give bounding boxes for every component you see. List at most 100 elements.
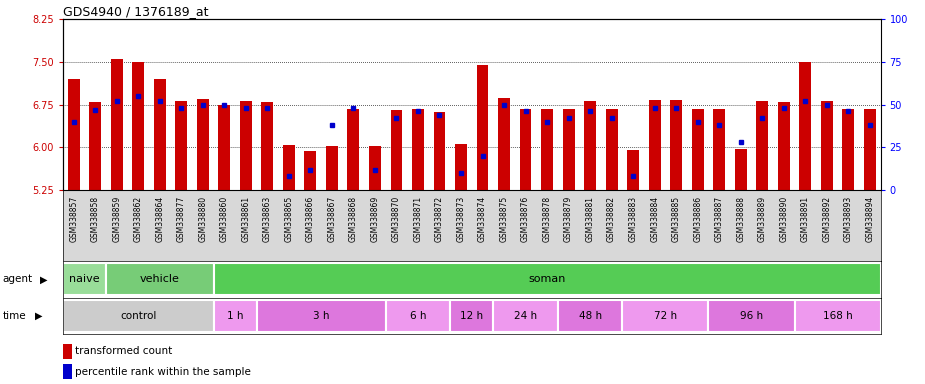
Bar	[627, 150, 639, 190]
Text: GSM338884: GSM338884	[650, 196, 660, 242]
Text: GSM338878: GSM338878	[543, 196, 551, 242]
Text: GSM338866: GSM338866	[306, 196, 314, 242]
Text: 6 h: 6 h	[410, 311, 426, 321]
Bar	[68, 79, 80, 190]
Bar	[541, 109, 553, 190]
Bar	[558, 300, 623, 332]
Text: GSM338882: GSM338882	[607, 196, 616, 242]
Text: GSM338868: GSM338868	[349, 196, 358, 242]
Text: GSM338876: GSM338876	[521, 196, 530, 242]
Bar	[154, 79, 166, 190]
Bar	[111, 59, 123, 190]
Bar	[648, 100, 660, 190]
Text: GSM338885: GSM338885	[672, 196, 681, 242]
Bar	[476, 65, 488, 190]
Text: GSM338859: GSM338859	[112, 196, 121, 242]
Bar	[106, 263, 214, 295]
Bar	[89, 102, 101, 190]
Text: 72 h: 72 h	[654, 311, 677, 321]
Text: naive: naive	[69, 274, 100, 285]
Text: GSM338891: GSM338891	[801, 196, 809, 242]
Bar	[240, 101, 252, 190]
Text: GSM338888: GSM338888	[736, 196, 746, 242]
Text: GSM338873: GSM338873	[457, 196, 465, 242]
Text: GSM338867: GSM338867	[327, 196, 337, 242]
Text: 48 h: 48 h	[578, 311, 601, 321]
Bar	[256, 300, 386, 332]
Bar	[348, 109, 359, 190]
Bar	[795, 300, 881, 332]
Bar	[283, 144, 295, 190]
Bar	[386, 300, 450, 332]
Bar	[520, 109, 532, 190]
Text: GSM338860: GSM338860	[220, 196, 228, 242]
Text: GSM338890: GSM338890	[779, 196, 788, 242]
Text: GSM338869: GSM338869	[370, 196, 379, 242]
Bar	[412, 109, 424, 190]
Text: GSM338861: GSM338861	[241, 196, 251, 242]
Text: transformed count: transformed count	[75, 346, 172, 356]
Text: 96 h: 96 h	[740, 311, 763, 321]
Text: GDS4940 / 1376189_at: GDS4940 / 1376189_at	[63, 5, 208, 18]
Bar	[369, 146, 381, 190]
Text: GSM338893: GSM338893	[844, 196, 853, 242]
Text: time: time	[3, 311, 27, 321]
Text: GSM338865: GSM338865	[284, 196, 293, 242]
Bar	[820, 101, 832, 190]
Bar	[692, 109, 704, 190]
Text: GSM338886: GSM338886	[693, 196, 702, 242]
Bar	[455, 144, 467, 190]
Text: ▶: ▶	[35, 311, 43, 321]
Bar	[778, 102, 790, 190]
Bar	[262, 102, 273, 190]
Text: control: control	[120, 311, 156, 321]
Bar	[713, 109, 725, 190]
Bar	[304, 151, 316, 190]
Bar	[390, 110, 402, 190]
Bar	[214, 263, 881, 295]
Bar	[709, 300, 795, 332]
Bar	[606, 109, 618, 190]
Text: GSM338872: GSM338872	[435, 196, 444, 242]
Bar	[434, 112, 446, 190]
Bar	[326, 146, 338, 190]
Bar	[493, 300, 558, 332]
Text: vehicle: vehicle	[140, 274, 179, 285]
Bar	[671, 100, 682, 190]
Text: GSM338874: GSM338874	[478, 196, 487, 242]
Text: soman: soman	[528, 274, 566, 285]
Bar	[63, 300, 214, 332]
Text: 24 h: 24 h	[514, 311, 537, 321]
Text: GSM338892: GSM338892	[822, 196, 832, 242]
Text: GSM338883: GSM338883	[629, 196, 637, 242]
Text: GSM338864: GSM338864	[155, 196, 165, 242]
Bar	[799, 62, 811, 190]
Bar	[63, 263, 106, 295]
Text: GSM338894: GSM338894	[866, 196, 874, 242]
Bar	[197, 99, 209, 190]
Bar	[757, 101, 768, 190]
Bar	[450, 300, 493, 332]
Text: GSM338887: GSM338887	[715, 196, 723, 242]
Text: 1 h: 1 h	[227, 311, 243, 321]
Bar	[562, 109, 574, 190]
Text: GSM338889: GSM338889	[758, 196, 767, 242]
Text: 168 h: 168 h	[822, 311, 853, 321]
Text: GSM338881: GSM338881	[586, 196, 595, 242]
Bar	[218, 104, 230, 190]
Bar	[132, 62, 144, 190]
Bar	[734, 149, 746, 190]
Bar	[214, 300, 256, 332]
Bar	[843, 109, 855, 190]
Bar	[498, 98, 510, 190]
Text: GSM338863: GSM338863	[263, 196, 272, 242]
Bar	[623, 300, 709, 332]
Text: ▶: ▶	[40, 274, 47, 285]
Text: 12 h: 12 h	[461, 311, 483, 321]
Text: GSM338871: GSM338871	[413, 196, 423, 242]
Text: GSM338880: GSM338880	[198, 196, 207, 242]
Bar	[864, 109, 876, 190]
Text: GSM338858: GSM338858	[91, 196, 100, 242]
Bar	[585, 101, 596, 190]
Text: GSM338879: GSM338879	[564, 196, 574, 242]
